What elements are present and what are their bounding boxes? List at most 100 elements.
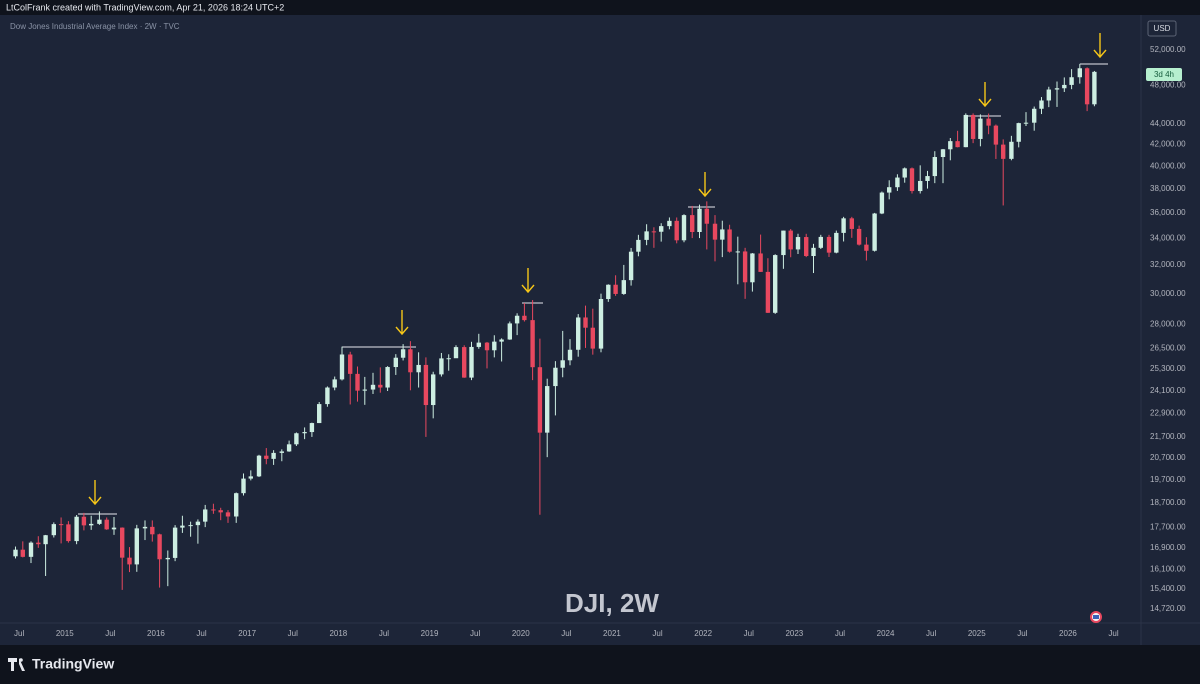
candle-body xyxy=(598,298,604,349)
candle-body xyxy=(51,524,56,536)
candle-body xyxy=(697,208,702,233)
y-tick-label: 44,000.00 xyxy=(1150,119,1186,128)
candle-body xyxy=(1001,144,1006,159)
candle-body xyxy=(537,367,543,433)
candle-body xyxy=(788,230,793,250)
y-tick-label: 38,000.00 xyxy=(1150,184,1186,193)
candle-body xyxy=(1077,68,1082,78)
x-tick-label: Jul xyxy=(14,629,24,638)
candle-body xyxy=(970,114,976,139)
watermark: DJI, 2W xyxy=(565,588,659,618)
candle-body xyxy=(530,320,535,368)
candle-body xyxy=(826,236,832,253)
candle-body xyxy=(225,512,231,517)
candle-body xyxy=(849,218,854,229)
y-tick-label: 21,700.00 xyxy=(1150,432,1186,441)
candle-body xyxy=(651,231,657,233)
candle-body xyxy=(271,452,276,459)
candle-body xyxy=(621,280,626,294)
candle-body xyxy=(712,223,718,240)
x-tick-label: 2023 xyxy=(785,629,803,638)
candle-body xyxy=(758,253,763,272)
brand-logo xyxy=(8,658,25,671)
y-tick-label: 52,000.00 xyxy=(1150,45,1186,54)
candle-body xyxy=(157,534,162,560)
x-tick-label: 2015 xyxy=(56,629,74,638)
candle-body xyxy=(948,141,953,150)
candle-body xyxy=(514,315,520,324)
x-tick-label: 2019 xyxy=(421,629,439,638)
candle-body xyxy=(659,226,664,232)
candle-body xyxy=(439,358,444,375)
y-tick-label: 16,100.00 xyxy=(1150,564,1186,573)
candle-body xyxy=(120,527,125,558)
candle-body xyxy=(484,342,490,351)
candle-body xyxy=(811,247,816,257)
candle-body xyxy=(385,367,390,388)
candle-body xyxy=(1062,84,1067,89)
candle-body xyxy=(583,317,588,328)
x-tick-label: 2020 xyxy=(512,629,530,638)
y-tick-label: 40,000.00 xyxy=(1150,161,1186,170)
candle-body xyxy=(172,527,178,558)
candle-body xyxy=(507,323,512,340)
y-tick-label: 26,500.00 xyxy=(1150,344,1186,353)
x-tick-label: Jul xyxy=(926,629,936,638)
candle-body xyxy=(818,236,823,248)
currency[interactable]: USD xyxy=(1154,24,1171,33)
candle-body xyxy=(378,384,383,388)
candle-body xyxy=(834,232,839,253)
candle-body xyxy=(408,349,413,373)
candle-body xyxy=(955,141,960,148)
candle-body xyxy=(909,168,915,192)
candle-body xyxy=(553,367,558,387)
candle-body xyxy=(400,349,406,358)
candle-body xyxy=(1032,108,1037,123)
candle-body xyxy=(690,215,695,233)
candle-body xyxy=(613,284,618,294)
candle-body xyxy=(264,455,269,459)
candle-body xyxy=(104,519,109,530)
x-tick-label: 2022 xyxy=(694,629,712,638)
candle-body xyxy=(925,176,930,181)
candle-body xyxy=(416,364,421,373)
candle-body xyxy=(644,231,649,240)
candle-body xyxy=(234,493,239,517)
candle-body xyxy=(97,519,102,524)
x-tick-label: Jul xyxy=(288,629,298,638)
candle-body xyxy=(1023,122,1029,124)
candle-body xyxy=(188,525,193,527)
candle-body xyxy=(560,360,565,368)
candle-body xyxy=(704,208,709,224)
y-tick-label: 22,900.00 xyxy=(1150,408,1186,417)
currency-box[interactable] xyxy=(1147,20,1177,37)
candle-body xyxy=(993,125,999,145)
candle-body xyxy=(1069,77,1074,85)
x-tick-label: Jul xyxy=(379,629,389,638)
y-tick-label: 18,700.00 xyxy=(1150,498,1186,507)
chart-title: Dow Jones Industrial Average Index · 2W … xyxy=(10,22,180,31)
x-tick-label: 2021 xyxy=(603,629,621,638)
candle-body xyxy=(986,118,991,126)
candle-body xyxy=(765,271,771,313)
candle-body xyxy=(978,118,983,139)
x-tick-label: 2025 xyxy=(968,629,986,638)
candle-body xyxy=(476,342,481,347)
candle-body xyxy=(150,526,155,535)
candle-body xyxy=(195,521,201,526)
flag-icon xyxy=(1090,611,1102,623)
candle-body xyxy=(317,404,322,424)
candle-body xyxy=(576,317,581,350)
candle-body xyxy=(203,509,208,522)
candle-body xyxy=(302,432,307,434)
candle-body xyxy=(681,215,687,241)
candle-body xyxy=(887,187,892,193)
y-tick-label: 24,100.00 xyxy=(1150,386,1186,395)
x-tick-label: Jul xyxy=(105,629,115,638)
candle-body xyxy=(963,114,968,148)
y-tick-label: 42,000.00 xyxy=(1150,140,1186,149)
candle-body xyxy=(918,180,923,192)
candle-body xyxy=(1039,100,1044,109)
countdown: 3d 4h xyxy=(1154,70,1174,79)
